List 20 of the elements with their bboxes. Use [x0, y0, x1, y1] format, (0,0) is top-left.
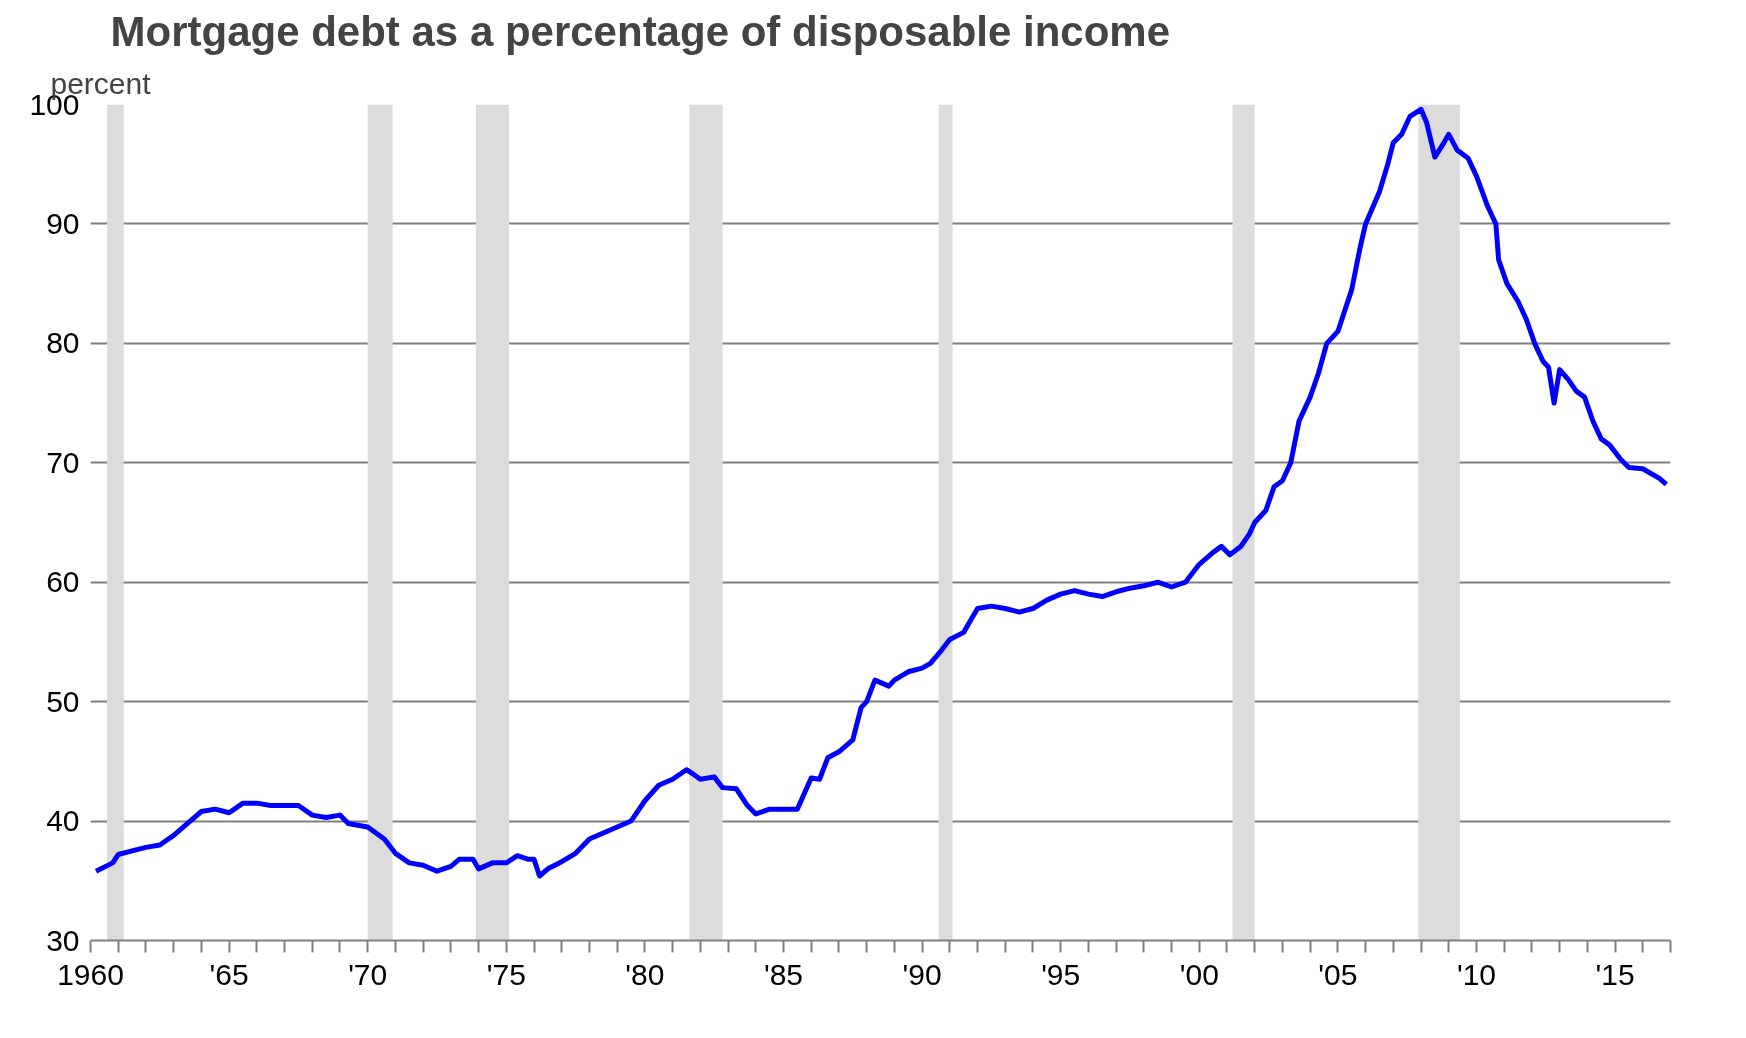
y-tick-label: 70	[46, 445, 80, 479]
x-tick-label: '90	[902, 957, 942, 991]
y-tick-label: 90	[46, 206, 80, 240]
x-tick-label: '10	[1456, 957, 1497, 991]
x-tick-label: '75	[486, 957, 526, 991]
y-tick-label: 60	[46, 565, 80, 599]
chart-title: Mortgage debt as a percentage of disposable income	[110, 7, 1171, 55]
x-tick-label: '80	[625, 957, 665, 991]
x-tick-label: '00	[1179, 957, 1219, 991]
y-tick-label: 30	[46, 923, 80, 957]
y-tick-label: 50	[46, 684, 80, 718]
x-tick-label: '15	[1595, 957, 1635, 991]
y-tick-label: 80	[46, 326, 80, 360]
x-tick-label: '05	[1318, 957, 1358, 991]
x-tick-label: 1960	[57, 957, 124, 991]
x-tick-label: '85	[763, 957, 804, 991]
y-tick-label: 40	[46, 804, 80, 838]
x-tick-label: '70	[348, 957, 388, 991]
x-tick-label: '65	[209, 957, 249, 991]
x-tick-label: '95	[1041, 957, 1081, 991]
